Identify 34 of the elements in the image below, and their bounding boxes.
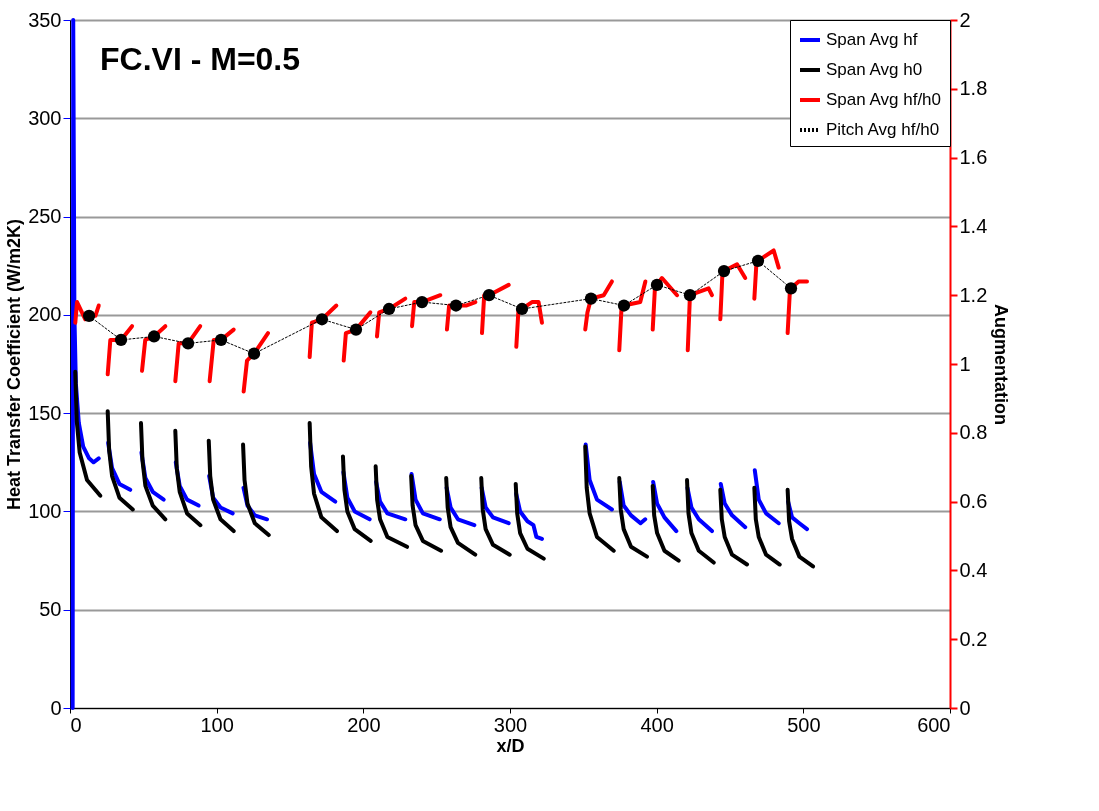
legend-label: Pitch Avg hf/h0	[826, 120, 940, 139]
y2-tick-label: 0.6	[959, 490, 988, 513]
text: FC.VI - M=0.5	[100, 41, 301, 77]
y2-tick-label: 1.8	[959, 77, 988, 100]
y-axis-title: Heat Transfer Coefficient (W/m2K)	[4, 218, 25, 511]
x-tick-label: 300	[493, 713, 528, 736]
x-tick-label: 100	[200, 713, 234, 736]
legend-label: Span Avg hf/h0	[826, 90, 942, 109]
x-tick-label: 600	[917, 713, 951, 736]
y2-tick-label: 2	[959, 8, 971, 31]
y2-tick-label: 0.4	[959, 558, 988, 581]
y2-tick-label: 1.6	[959, 146, 988, 169]
y2-tick-label: 1	[959, 352, 971, 375]
y-tick-label: 350	[28, 8, 62, 31]
y-tick-label: 0	[50, 696, 62, 719]
y2-tick-label: 1.4	[959, 214, 988, 237]
x-tick-label: 500	[787, 713, 821, 736]
y-tick-label: 150	[28, 401, 62, 424]
x-tick-label: 200	[347, 713, 381, 736]
y-tick-label: 300	[28, 106, 62, 129]
y2-tick-label: 0.8	[959, 421, 988, 444]
y2-axis-title: Augmentation	[991, 304, 1012, 425]
y-tick-label: 100	[28, 499, 62, 522]
y-tick-label: 250	[28, 205, 62, 228]
y2-tick-label: 1.2	[959, 283, 988, 306]
y-tick-label: 200	[28, 303, 62, 326]
y2-tick-label: 0	[959, 696, 971, 719]
legend-label: Span Avg h0	[826, 60, 923, 79]
y-tick-label: 50	[39, 598, 62, 621]
y2-tick-label: 0.2	[959, 627, 988, 650]
x-tick-label: 0	[70, 713, 82, 736]
x-axis-title: x/D	[496, 735, 525, 756]
legend-label: Span Avg hf	[826, 30, 918, 49]
x-tick-label: 400	[640, 713, 674, 736]
